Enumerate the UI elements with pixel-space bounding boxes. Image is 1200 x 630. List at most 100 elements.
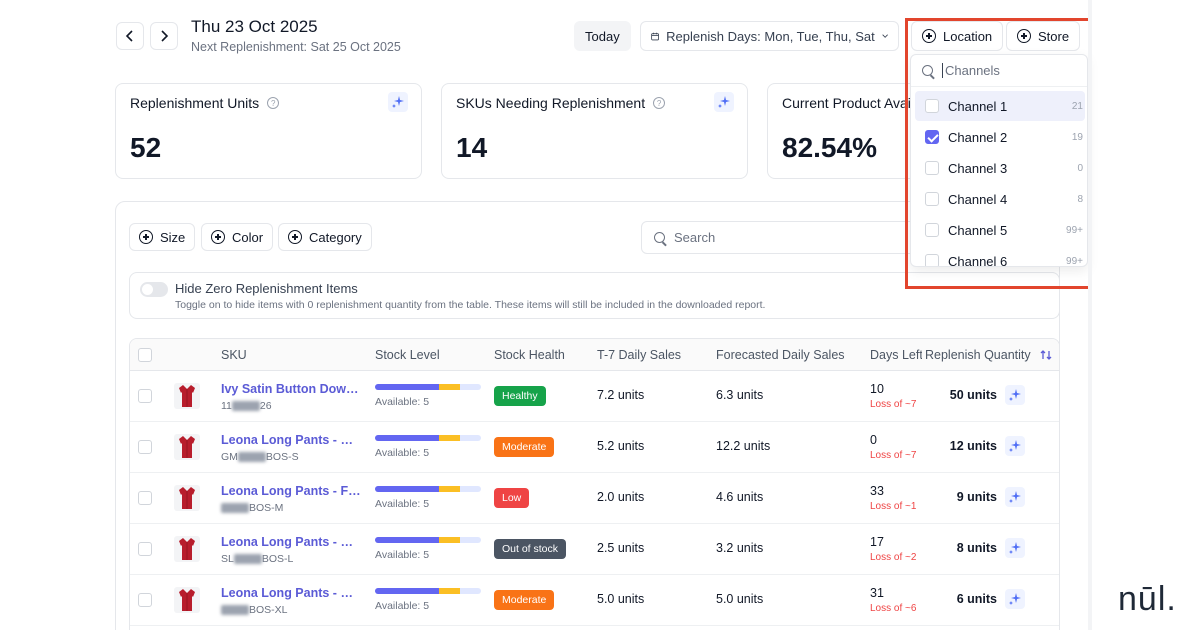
stock-level-fill xyxy=(375,588,439,594)
replenish-quantity: 12 units xyxy=(949,439,997,453)
sku-name-link[interactable]: Leona Long Pants - Powder xyxy=(221,586,361,600)
column-header-stock-level[interactable]: Stock Level xyxy=(375,348,440,362)
sku-search-input[interactable]: Search xyxy=(641,221,921,254)
t7-daily-sales: 2.5 units xyxy=(597,541,645,555)
row-checkbox[interactable] xyxy=(138,491,152,505)
redacted-code xyxy=(233,554,262,565)
sparkle-icon[interactable] xyxy=(714,92,734,112)
sort-icon[interactable] xyxy=(1040,349,1052,361)
available-count: Available: 5 xyxy=(375,549,430,561)
sku-name-link[interactable]: Ivy Satin Button Down Top xyxy=(221,382,361,396)
loss-estimate: Loss of ~1 xyxy=(870,501,917,512)
row-checkbox[interactable] xyxy=(138,593,152,607)
channel-checkbox[interactable] xyxy=(925,192,939,206)
channel-option[interactable]: Channel 3 0 xyxy=(915,153,1085,183)
channel-label: Channel 4 xyxy=(948,191,1008,207)
channel-option[interactable]: Channel 6 99+ xyxy=(915,246,1085,267)
channel-checkbox[interactable] xyxy=(925,223,939,237)
select-all-checkbox[interactable] xyxy=(138,348,152,362)
channel-option[interactable]: Channel 5 99+ xyxy=(915,215,1085,245)
help-icon[interactable]: ? xyxy=(653,97,666,109)
stock-level-fill-secondary xyxy=(438,435,460,441)
sparkle-icon[interactable] xyxy=(1005,385,1025,405)
stock-health-badge: Out of stock xyxy=(494,539,567,559)
channel-label: Channel 1 xyxy=(948,98,1008,114)
days-left: 0 xyxy=(870,433,877,447)
next-replenishment-date: Next Replenishment: Sat 25 Oct 2025 xyxy=(191,40,401,54)
column-header-t7-sales[interactable]: T-7 Daily Sales xyxy=(597,348,682,362)
sku-code: GM BOS-S xyxy=(221,451,299,463)
redacted-code xyxy=(221,605,249,616)
row-checkbox[interactable] xyxy=(138,389,152,403)
column-header-stock-health[interactable]: Stock Health xyxy=(494,348,565,362)
skus-needing-replenishment-card: SKUs Needing Replenishment? 14 xyxy=(441,83,748,179)
toggle-title: Hide Zero Replenishment Items xyxy=(175,281,358,296)
channel-checkbox[interactable] xyxy=(925,254,939,266)
channel-option[interactable]: Channel 2 19 xyxy=(915,122,1085,152)
channel-checkbox[interactable] xyxy=(925,130,939,144)
category-filter-chip[interactable]: Category xyxy=(278,223,372,251)
channel-option[interactable]: Channel 4 8 xyxy=(915,184,1085,214)
column-header-days-left[interactable]: Days Left xyxy=(870,348,922,362)
sku-name-link[interactable]: Leona Long Pants - Flora xyxy=(221,484,361,498)
redacted-code xyxy=(231,401,260,412)
column-header-forecast[interactable]: Forecasted Daily Sales xyxy=(716,348,845,362)
location-label: Location xyxy=(943,28,993,44)
sku-name-link[interactable]: Leona Long Pants - Sorbet xyxy=(221,535,361,549)
table-row[interactable]: Leona Long Pants - Flora BOS-M Available: … xyxy=(130,473,1059,524)
today-button[interactable]: Today xyxy=(574,21,631,51)
stock-level-fill xyxy=(375,486,439,492)
plus-circle-icon xyxy=(288,230,302,244)
product-thumbnail xyxy=(174,383,200,409)
sparkle-icon[interactable] xyxy=(1005,436,1025,456)
page-scrollbar[interactable] xyxy=(1088,0,1092,630)
table-row[interactable]: Leona Long Pants - Powder BOS-XL Available… xyxy=(130,575,1059,626)
hide-zero-toggle-box: Hide Zero Replenishment Items Toggle on … xyxy=(129,272,1060,319)
channel-count: 21 xyxy=(1071,100,1083,112)
size-filter-chip[interactable]: Size xyxy=(129,223,196,251)
sku-name-link[interactable]: Leona Long Pants - Green xyxy=(221,433,361,447)
row-checkbox[interactable] xyxy=(138,440,152,454)
product-thumbnail xyxy=(174,536,200,562)
channel-option[interactable]: Channel 1 21 xyxy=(915,91,1085,121)
help-icon[interactable]: ? xyxy=(267,97,280,109)
search-placeholder: Search xyxy=(674,230,716,245)
sparkle-icon[interactable] xyxy=(1005,538,1025,558)
sparkle-icon[interactable] xyxy=(388,92,408,112)
search-icon xyxy=(654,232,665,243)
hide-zero-switch[interactable] xyxy=(140,282,168,297)
sparkle-icon[interactable] xyxy=(1005,589,1025,609)
replenish-quantity: 6 units xyxy=(956,592,997,606)
days-left: 17 xyxy=(870,535,884,549)
product-thumbnail-icon xyxy=(179,538,195,560)
product-thumbnail-icon xyxy=(179,589,195,611)
loss-estimate: Loss of ~6 xyxy=(870,603,917,614)
channel-count: 99+ xyxy=(1066,255,1083,267)
t7-daily-sales: 5.0 units xyxy=(597,592,645,606)
channels-search-input[interactable]: Channels xyxy=(911,55,1087,87)
stock-level-bar xyxy=(375,384,481,390)
location-filter-button[interactable]: Location xyxy=(911,21,1004,51)
row-checkbox[interactable] xyxy=(138,542,152,556)
stock-level-fill-secondary xyxy=(438,588,460,594)
prev-day-button[interactable] xyxy=(116,22,144,50)
forecasted-daily-sales: 6.3 units xyxy=(716,388,764,402)
store-label: Store xyxy=(1038,28,1070,44)
channel-checkbox[interactable] xyxy=(925,161,939,175)
color-filter-chip[interactable]: Color xyxy=(201,223,274,251)
sparkle-icon[interactable] xyxy=(1005,487,1025,507)
stock-level-bar xyxy=(375,588,481,594)
days-left: 33 xyxy=(870,484,884,498)
column-header-sku[interactable]: SKU xyxy=(221,348,247,362)
product-thumbnail-icon xyxy=(179,436,195,458)
channel-checkbox[interactable] xyxy=(925,99,939,113)
column-header-replenish-qty[interactable]: Replenish Quantity xyxy=(925,348,1031,362)
store-filter-button[interactable]: Store xyxy=(1006,21,1081,51)
product-thumbnail xyxy=(174,485,200,511)
table-header: SKU Stock Level Stock Health T-7 Daily S… xyxy=(130,339,1059,371)
replenish-days-select[interactable]: Replenish Days: Mon, Tue, Thu, Sat xyxy=(640,21,899,51)
next-day-button[interactable] xyxy=(150,22,178,50)
